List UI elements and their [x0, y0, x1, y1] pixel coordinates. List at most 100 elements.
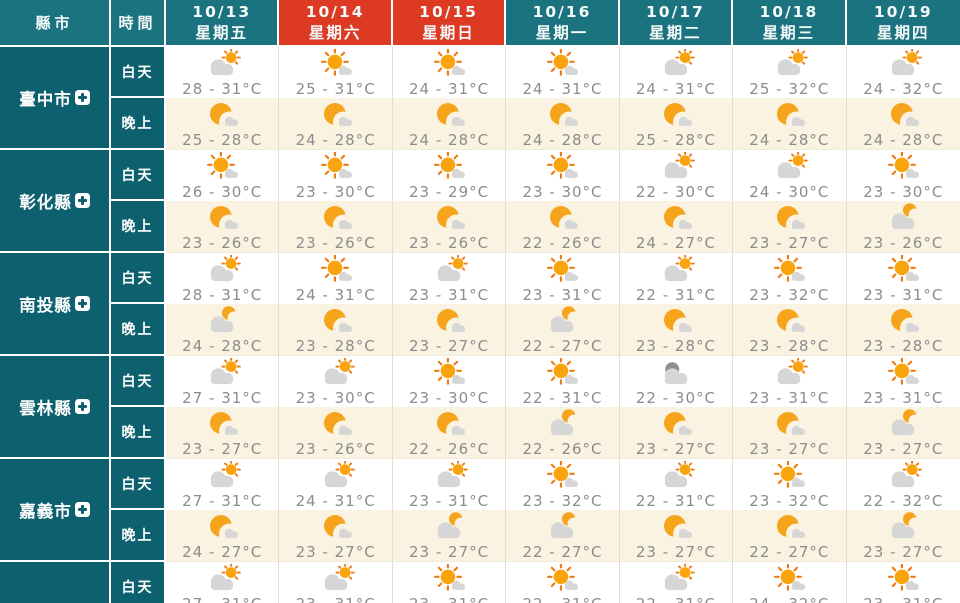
- night-label: 晚上: [111, 201, 166, 253]
- temperature-range: 22 - 31°C: [522, 389, 603, 407]
- sun-cloud-icon: [539, 152, 585, 182]
- cloud-moon-icon: [880, 203, 926, 233]
- forecast-cell: 23 - 31°C: [846, 356, 960, 407]
- county-cell[interactable]: 彰化縣: [0, 150, 111, 253]
- expand-icon[interactable]: [74, 193, 90, 208]
- forecast-cell: 24 - 31°C: [619, 47, 734, 98]
- temperature-range: 28 - 31°C: [182, 80, 263, 98]
- county-cell[interactable]: 雲林縣: [0, 356, 111, 459]
- county-name: 臺中市: [19, 89, 72, 109]
- cloud-sun-icon: [653, 152, 699, 182]
- day-label: 白天: [111, 356, 166, 407]
- sun-cloud-icon: [880, 152, 926, 182]
- forecast-cell: 23 - 31°C: [733, 356, 847, 407]
- sun-cloud-icon: [766, 564, 812, 594]
- cloud-sun-icon: [766, 358, 812, 388]
- county-cell[interactable]: 臺中市: [0, 47, 111, 150]
- temperature-range: 23 - 32°C: [522, 492, 603, 510]
- night-label: 晚上: [111, 98, 166, 150]
- date-label: 10/18: [759, 3, 819, 22]
- temperature-range: 23 - 31°C: [409, 492, 490, 510]
- moon-cloud-icon: [313, 100, 359, 130]
- weekday-label: 星期一: [535, 23, 589, 42]
- forecast-cell: 23 - 27°C: [392, 304, 507, 356]
- forecast-cell: 28 - 31°C: [166, 47, 280, 98]
- forecast-cell: 22 - 26°C: [392, 407, 507, 459]
- cloud-sun-icon: [653, 461, 699, 491]
- forecast-cell: 27 - 31°C: [166, 562, 280, 603]
- forecast-cell: 24 - 30°C: [733, 150, 847, 201]
- cloud-sun-icon: [653, 255, 699, 285]
- date-header-10-14: 10/14 星期六: [279, 0, 393, 47]
- expand-icon[interactable]: [74, 90, 90, 105]
- forecast-cell: 23 - 27°C: [392, 510, 507, 562]
- temperature-range: 24 - 31°C: [409, 80, 490, 98]
- sun-cloud-icon: [766, 461, 812, 491]
- sun-cloud-icon: [880, 564, 926, 594]
- temperature-range: 22 - 26°C: [522, 234, 603, 252]
- temperature-range: 23 - 31°C: [522, 286, 603, 304]
- forecast-cell: 23 - 30°C: [279, 150, 393, 201]
- forecast-cell: 25 - 28°C: [166, 98, 280, 150]
- temperature-range: 23 - 27°C: [182, 440, 263, 458]
- night-label: 晚上: [111, 510, 166, 562]
- date-label: 10/17: [646, 3, 705, 22]
- cloud-sun-icon: [199, 564, 245, 594]
- moon-cloud-icon: [653, 409, 699, 439]
- day-label: 白天: [111, 150, 166, 201]
- moon-cloud-icon: [313, 203, 359, 233]
- moon-cloud-icon: [313, 409, 359, 439]
- expand-icon[interactable]: [74, 502, 90, 517]
- moon-cloud-icon: [199, 100, 245, 130]
- temperature-range: 23 - 31°C: [863, 286, 944, 304]
- forecast-cell: 23 - 32°C: [733, 253, 847, 304]
- moon-cloud-icon: [539, 100, 585, 130]
- temperature-range: 22 - 31°C: [635, 286, 716, 304]
- temperature-range: 24 - 27°C: [635, 234, 716, 252]
- temperature-range: 24 - 30°C: [749, 183, 830, 201]
- temperature-range: 22 - 31°C: [635, 492, 716, 510]
- temperature-range: 23 - 30°C: [863, 183, 944, 201]
- temperature-range: 24 - 28°C: [295, 131, 376, 149]
- temperature-range: 23 - 30°C: [522, 183, 603, 201]
- forecast-cell: 24 - 28°C: [279, 98, 393, 150]
- forecast-cell: 24 - 27°C: [619, 201, 734, 253]
- temperature-range: 23 - 27°C: [749, 440, 830, 458]
- sun-cloud-icon: [539, 255, 585, 285]
- temperature-range: 22 - 30°C: [635, 183, 716, 201]
- weekday-label: 星期六: [308, 23, 362, 42]
- temperature-range: 23 - 30°C: [295, 183, 376, 201]
- cloud-moon-icon: [199, 306, 245, 336]
- county-cell[interactable]: 南投縣: [0, 253, 111, 356]
- forecast-cell: 24 - 31°C: [392, 47, 507, 98]
- forecast-cell: 22 - 30°C: [619, 356, 734, 407]
- moon-cloud-icon: [199, 409, 245, 439]
- cloud-sun-icon: [313, 461, 359, 491]
- county-cell[interactable]: 嘉義市: [0, 459, 111, 562]
- temperature-range: 23 - 26°C: [295, 234, 376, 252]
- cloud-moon-icon: [539, 306, 585, 336]
- moon-cloud-icon: [313, 512, 359, 542]
- temperature-range: 23 - 31°C: [863, 595, 943, 603]
- temperature-range: 24 - 28°C: [863, 131, 944, 149]
- forecast-cell: 23 - 26°C: [279, 407, 393, 459]
- expand-icon[interactable]: [74, 399, 90, 414]
- county-column-header: 縣市: [0, 0, 111, 47]
- forecast-cell: 24 - 31°C: [279, 253, 393, 304]
- weekday-label: 星期三: [762, 23, 816, 42]
- temperature-range: 23 - 27°C: [863, 543, 944, 561]
- moon-cloud-icon: [653, 512, 699, 542]
- temperature-range: 23 - 31°C: [863, 389, 944, 407]
- sun-cloud-icon: [313, 152, 359, 182]
- date-header-10-13: 10/13 星期五: [166, 0, 280, 47]
- forecast-cell: 23 - 27°C: [619, 407, 734, 459]
- forecast-cell: 24 - 32°C: [733, 562, 847, 603]
- temperature-range: 25 - 28°C: [182, 131, 263, 149]
- county-cell[interactable]: 嘉義縣: [0, 562, 111, 603]
- forecast-cell: 22 - 32°C: [846, 459, 960, 510]
- date-label: 10/16: [532, 3, 592, 22]
- forecast-cell: 24 - 28°C: [166, 304, 280, 356]
- temperature-range: 23 - 27°C: [295, 543, 376, 561]
- expand-icon[interactable]: [74, 296, 90, 311]
